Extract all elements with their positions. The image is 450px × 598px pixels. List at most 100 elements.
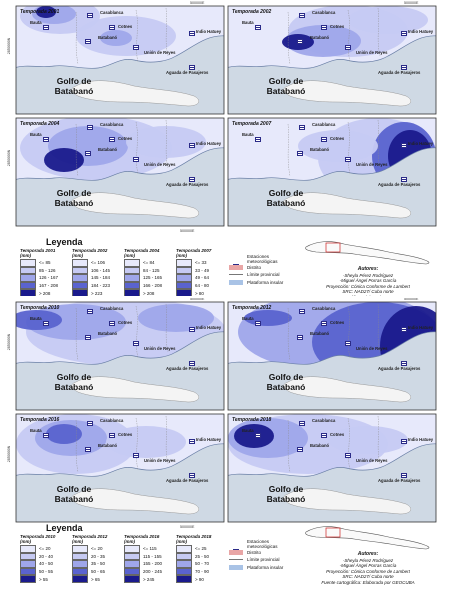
map-grid-bottom: Casablanca Bauta Cotnes Batabanó Unión de Re… [7, 297, 437, 529]
station-icon [299, 309, 305, 314]
legend-value: 50 - 55 [39, 569, 54, 575]
coastline [16, 147, 224, 181]
legend-season: Temporada 2007 [176, 248, 212, 253]
coastline [228, 331, 436, 365]
legend-swatch [72, 560, 88, 568]
station-icon [133, 45, 139, 50]
key-platform-label: Plataforma insular [247, 564, 284, 570]
legend-swatch [176, 274, 192, 282]
legend-swatch [72, 545, 88, 553]
place-label-casablanca: Casablanca [312, 10, 336, 15]
legend-column: Temporada 2002 (mm) <= 106 106 - 145 145 - 1… [72, 248, 122, 297]
rainfall-zone [138, 304, 214, 332]
station-icon [401, 65, 407, 70]
station-icon [189, 361, 195, 366]
station-icon [85, 39, 91, 44]
place-label-batabano: Batabanó [98, 147, 118, 152]
place-label-bauta: Bauta [30, 428, 42, 433]
credits-line: Proyección: Cónica Conforme de Lambert [326, 568, 410, 574]
legend-column: Temporada 2016 (mm) <= 115 115 - 155 155 - 2… [124, 534, 174, 583]
key-platform-label: Plataforma insular [247, 279, 284, 285]
legend-unit: (mm) [72, 539, 83, 544]
panel-title: Temporada 2004 [20, 121, 59, 127]
gulf-label: Batabanó [55, 86, 94, 96]
legend-swatch [124, 281, 140, 290]
panel-frame [15, 117, 225, 227]
station-icon [345, 157, 351, 162]
panel-title: Temporada 2016 [20, 417, 59, 423]
gulf-label: Golfo de [269, 188, 304, 198]
cuba-locator-map-top [305, 241, 430, 265]
key-platform: Plataforma insular [229, 279, 299, 287]
panel-frame [15, 413, 225, 523]
legend-season: Temporada 2010 [20, 534, 56, 539]
station-icon [401, 473, 407, 478]
province-limit [75, 7, 169, 65]
place-label-indio: Indio Hatuey [408, 437, 434, 442]
map-panel: Casablanca Bauta Cotnes Batabanó Unión de Re… [15, 117, 225, 227]
northing-label: 2850000N [7, 333, 11, 350]
station-icon [109, 137, 115, 142]
legend-row: > 65 [72, 575, 122, 583]
place-label-indio: Indio Hatuey [408, 141, 434, 146]
coastline [16, 35, 224, 69]
place-label-casablanca: Casablanca [100, 306, 124, 311]
legend-value: 40 - 50 [39, 561, 54, 567]
panel-frame [227, 413, 437, 523]
legend-value: > 208 [143, 290, 155, 296]
legend-value: 25 - 50 [195, 553, 210, 559]
place-label-casablanca: Casablanca [312, 418, 336, 423]
legend-column-title: Temporada 2002 (mm) [72, 248, 122, 259]
legend-swatch [72, 281, 88, 290]
map-panel: Casablanca Bauta Cotnes Batabanó Unión de Re… [227, 5, 437, 115]
station-icon [345, 45, 351, 50]
rainfall-zone [36, 6, 56, 18]
legend-row: 50 - 55 [20, 567, 70, 576]
legend-column: Temporada 2010 (mm) <= 20 20 - 40 40 - 50 50 … [20, 534, 70, 583]
rainfall-zone [126, 126, 206, 158]
legend-swatch [124, 575, 140, 583]
legend-swatch [124, 567, 140, 576]
legend-value: 126 - 167 [39, 275, 59, 281]
place-label-union: Unión de Reyes [356, 346, 388, 351]
province-limit [287, 7, 381, 65]
place-label-union: Unión de Reyes [356, 50, 388, 55]
station-icon [401, 177, 407, 182]
key-district-label: Distrito [247, 264, 262, 270]
place-label-bauta: Bauta [242, 316, 254, 321]
station-icon [321, 433, 327, 438]
credits-heading: Autores: [357, 266, 379, 272]
legend-value: > 65 [91, 576, 100, 582]
panel-title: Temporada 2001 [20, 9, 59, 15]
legend-season: Temporada 2018 [176, 534, 212, 539]
legend-value: 84 - 125 [143, 267, 160, 273]
province-limit [287, 303, 381, 361]
station-icon [85, 151, 91, 156]
station-icon [87, 309, 93, 314]
legend-swatch [124, 560, 140, 568]
northing-label: 2850000N [7, 445, 11, 462]
key-limit-label: Límite provincial [247, 272, 280, 278]
sheet-bottom: Casablanca Bauta Cotnes Batabanó Unión de Re… [0, 297, 450, 593]
legend-column: Temporada 2004 (mm) <= 84 84 - 125 125 - 165… [124, 248, 174, 297]
station-icon [43, 25, 49, 30]
northing-label: 2850000N [7, 37, 11, 54]
legend-swatch [176, 567, 192, 576]
island [283, 376, 412, 403]
station-icon [43, 321, 49, 326]
legend-swatch [20, 266, 36, 275]
legend-title: Leyenda [46, 523, 83, 533]
place-label-casablanca: Casablanca [100, 10, 124, 15]
place-label-cotnes: Cotnes [330, 432, 345, 437]
station-icon [299, 13, 305, 18]
place-label-batabano: Batabanó [98, 331, 118, 336]
map-panel: Casablanca Bauta Cotnes Batabanó Unión de Re… [227, 117, 437, 227]
place-label-indio: Indio Hatuey [196, 29, 222, 34]
place-label-cotnes: Cotnes [118, 24, 133, 29]
station-icon [109, 25, 115, 30]
station-icon [87, 125, 93, 130]
key-district: Distrito [229, 549, 299, 557]
legend-value: <= 106 [91, 260, 106, 266]
legend-unit: (mm) [176, 539, 187, 544]
station-icon [321, 25, 327, 30]
